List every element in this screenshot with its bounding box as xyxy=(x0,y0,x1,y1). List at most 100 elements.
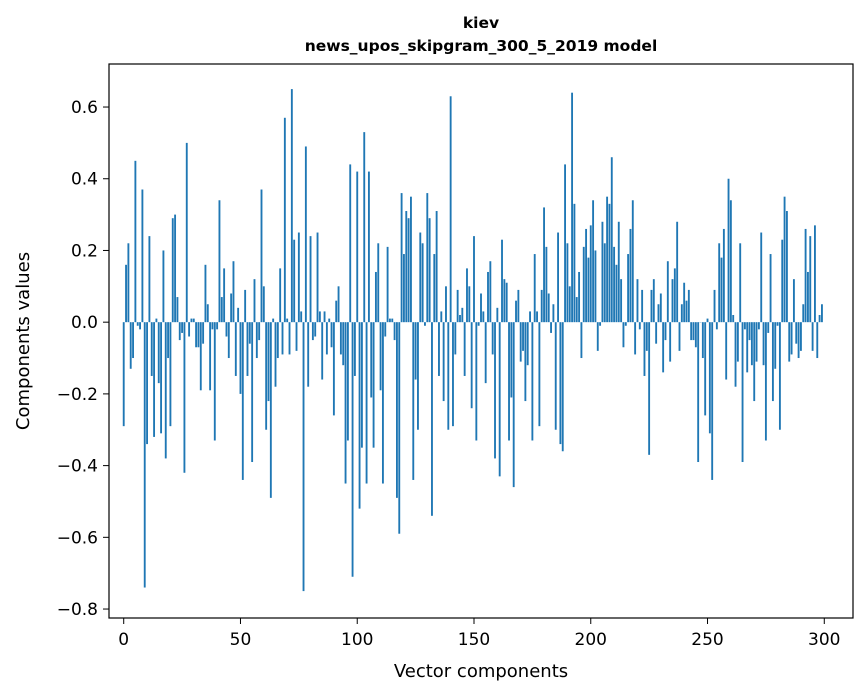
bar-5 xyxy=(134,160,137,323)
x-tick-label: 150 xyxy=(458,630,490,650)
bar-148 xyxy=(468,286,471,323)
bar-159 xyxy=(494,322,496,459)
bar-109 xyxy=(377,243,380,323)
bar-42 xyxy=(220,297,223,323)
bar-228 xyxy=(655,322,658,344)
bar-64 xyxy=(272,318,275,323)
bar-62 xyxy=(267,322,270,402)
bar-144 xyxy=(459,315,461,323)
bar-194 xyxy=(575,297,578,323)
bar-72 xyxy=(290,89,293,323)
bar-190 xyxy=(566,243,569,323)
bar-22 xyxy=(174,214,177,323)
bar-141 xyxy=(452,322,454,427)
bar-250 xyxy=(706,318,709,323)
bar-198 xyxy=(585,228,588,323)
bar-96 xyxy=(346,322,349,441)
y-axis-label: Components values xyxy=(13,252,34,430)
bar-117 xyxy=(396,322,398,498)
bar-14 xyxy=(155,318,158,323)
bar-173 xyxy=(526,322,529,366)
bar-25 xyxy=(181,322,184,333)
bar-95 xyxy=(344,322,347,484)
bar-50 xyxy=(239,322,242,394)
bar-255 xyxy=(718,243,721,323)
bar-59 xyxy=(260,189,263,323)
bar-181 xyxy=(545,246,548,323)
bar-285 xyxy=(788,322,791,362)
bar-178 xyxy=(538,322,541,427)
bar-126 xyxy=(417,322,419,430)
bar-56 xyxy=(253,279,256,323)
y-tick-label: −0.6 xyxy=(57,528,98,548)
bar-38 xyxy=(211,322,214,330)
bar-276 xyxy=(767,322,770,333)
bar-127 xyxy=(419,232,422,323)
bar-12 xyxy=(150,322,153,376)
bar-242 xyxy=(687,289,690,323)
bar-20 xyxy=(169,322,172,427)
bar-136 xyxy=(440,311,443,323)
bar-231 xyxy=(662,322,665,373)
bar-7 xyxy=(139,322,141,330)
bar-55 xyxy=(251,322,254,463)
bar-43 xyxy=(223,268,226,323)
bar-252 xyxy=(711,322,714,480)
bar-114 xyxy=(388,318,391,323)
bar-297 xyxy=(816,322,819,359)
bar-88 xyxy=(328,318,331,323)
bar-277 xyxy=(769,254,772,323)
bar-19 xyxy=(167,322,170,359)
bar-222 xyxy=(641,289,644,323)
bar-33 xyxy=(199,322,202,391)
bar-180 xyxy=(543,207,545,323)
bar-146 xyxy=(463,322,466,376)
bar-49 xyxy=(237,307,240,323)
bar-171 xyxy=(522,322,524,351)
bar-184 xyxy=(552,304,555,323)
y-tick-label: −0.2 xyxy=(57,385,98,405)
bar-75 xyxy=(297,232,300,323)
bar-169 xyxy=(517,289,520,323)
bar-57 xyxy=(255,322,258,359)
bar-77 xyxy=(302,322,305,592)
bar-258 xyxy=(725,322,728,380)
bar-45 xyxy=(227,322,230,359)
bar-151 xyxy=(475,322,478,441)
bar-2 xyxy=(127,243,130,323)
y-tick-label: 0.0 xyxy=(71,313,98,333)
bar-262 xyxy=(734,322,737,387)
bar-108 xyxy=(374,271,377,323)
bar-76 xyxy=(300,311,303,323)
bar-205 xyxy=(601,221,604,323)
bar-172 xyxy=(524,322,527,402)
bar-133 xyxy=(433,254,436,323)
bar-142 xyxy=(454,322,457,355)
bar-153 xyxy=(480,293,482,323)
bar-256 xyxy=(720,257,723,323)
x-tick-label: 250 xyxy=(691,630,723,650)
bar-15 xyxy=(157,322,160,384)
bar-218 xyxy=(631,200,634,323)
bar-70 xyxy=(286,318,289,323)
bar-214 xyxy=(622,322,625,348)
bar-118 xyxy=(398,322,401,534)
bar-279 xyxy=(774,322,777,369)
bar-105 xyxy=(367,171,370,323)
bar-219 xyxy=(634,322,637,355)
bar-129 xyxy=(424,322,426,326)
bar-234 xyxy=(669,322,672,362)
bar-36 xyxy=(206,304,209,323)
bar-60 xyxy=(262,286,265,323)
bar-270 xyxy=(753,322,756,402)
bar-193 xyxy=(573,203,576,323)
bar-246 xyxy=(697,322,700,463)
chart-title: kiev xyxy=(463,14,499,32)
bar-107 xyxy=(372,322,375,448)
bar-93 xyxy=(339,322,342,355)
bar-230 xyxy=(659,293,662,323)
y-tick-label: −0.8 xyxy=(57,600,98,620)
bar-288 xyxy=(795,322,798,344)
bar-235 xyxy=(671,279,674,323)
